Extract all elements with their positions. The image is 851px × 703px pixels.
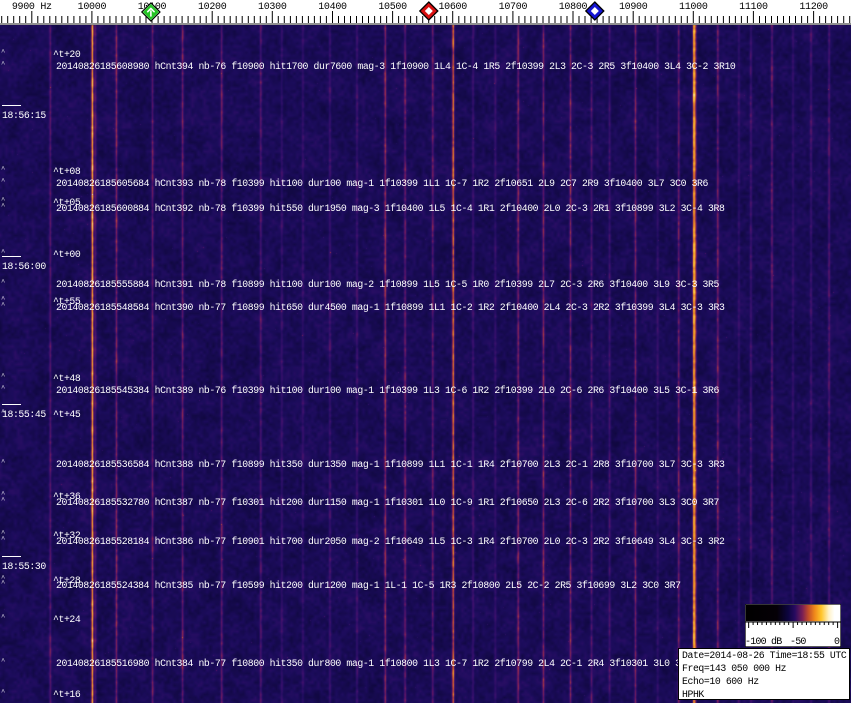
svg-text:10600: 10600	[438, 2, 467, 13]
svg-text:-50: -50	[790, 637, 806, 647]
svg-text:10800: 10800	[559, 2, 588, 13]
svg-text:-100 dB: -100 dB	[745, 636, 782, 647]
svg-text:10200: 10200	[198, 2, 227, 13]
svg-text:10700: 10700	[499, 2, 528, 13]
svg-text:10300: 10300	[258, 2, 287, 13]
svg-text:0: 0	[834, 637, 840, 647]
svg-text:11100: 11100	[739, 2, 768, 13]
svg-text:11000: 11000	[679, 2, 708, 13]
svg-text:9900 Hz: 9900 Hz	[12, 2, 52, 13]
svg-text:10500: 10500	[378, 2, 407, 13]
svg-text:10000: 10000	[78, 2, 107, 13]
svg-text:11200: 11200	[799, 2, 828, 13]
svg-text:10400: 10400	[318, 2, 347, 13]
svg-text:10900: 10900	[619, 2, 648, 13]
